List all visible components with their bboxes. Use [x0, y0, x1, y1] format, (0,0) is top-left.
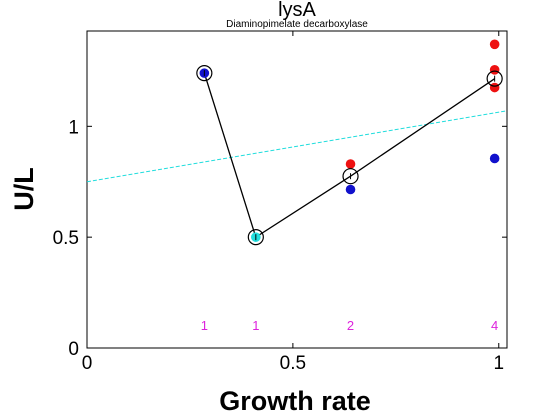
x-tick-label: 1	[493, 353, 504, 374]
y-axis-label: U/L	[9, 167, 39, 211]
count-label: 1	[252, 318, 259, 333]
y-tick-label: 1	[68, 117, 79, 138]
mean-layer	[196, 65, 503, 246]
data-point	[345, 184, 356, 195]
x-axis-ticks: 0 0.5 1	[82, 31, 504, 374]
mean-line-layer	[203, 72, 496, 239]
points-layer	[199, 39, 500, 242]
fit-line	[86, 110, 508, 183]
mean-line	[203, 72, 496, 239]
x-axis-label: Growth rate	[219, 386, 371, 416]
mean-marker	[196, 65, 213, 82]
count-layer: 1 1 2 4	[201, 318, 499, 333]
count-label: 4	[491, 318, 498, 333]
count-label: 2	[347, 318, 354, 333]
count-label: 1	[201, 318, 208, 333]
x-tick-label: 0.5	[280, 353, 306, 374]
y-tick-label: 0	[68, 339, 79, 360]
y-axis-ticks: 00.51	[53, 117, 507, 360]
mean-marker	[247, 229, 264, 246]
chart-title: lysA	[278, 0, 316, 21]
mean-marker	[342, 168, 359, 185]
mean-marker	[486, 70, 503, 87]
x-tick-label: 0	[82, 353, 93, 374]
data-point	[489, 39, 500, 50]
mean-marker-ring	[247, 229, 264, 246]
mean-marker-ring	[486, 70, 503, 87]
chart-subtitle: Diaminopimelate decarboxylase	[226, 19, 368, 30]
data-point	[489, 82, 500, 93]
data-point	[489, 153, 500, 164]
mean-marker-ring	[196, 65, 213, 82]
fit-layer	[86, 110, 508, 183]
mean-marker-ring	[342, 168, 359, 185]
data-point	[345, 159, 356, 169]
data-point	[489, 64, 500, 75]
plot-frame	[86, 30, 508, 349]
y-tick-label: 0.5	[53, 228, 79, 249]
